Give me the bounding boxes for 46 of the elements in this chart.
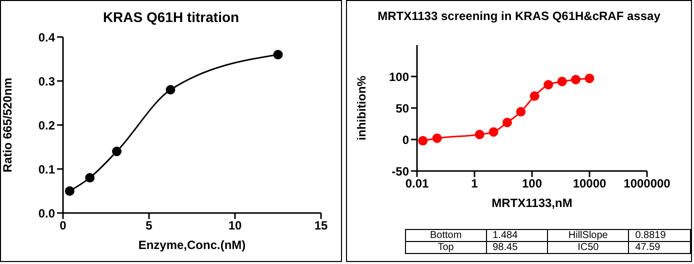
text: 98.45 xyxy=(486,242,548,254)
y-axis-title: Ratio 665/520nm xyxy=(0,78,14,172)
x-axis-title: MRTX1133,nM xyxy=(492,196,572,210)
point xyxy=(488,127,498,137)
x-tick-label: 15 xyxy=(314,218,328,233)
point xyxy=(530,91,540,101)
y-tick-label: 50 xyxy=(396,101,410,116)
y-tick-label: 0 xyxy=(402,132,410,147)
x-tick-label: 1 xyxy=(471,176,478,191)
point xyxy=(474,130,484,140)
y-tick-label: 0.2 xyxy=(38,118,56,132)
y-axis-title: inhibition% xyxy=(354,75,368,140)
point xyxy=(557,76,567,86)
point xyxy=(584,74,594,84)
point xyxy=(516,107,526,117)
chart-title: MRTX1133 screening in KRAS Q61H&cRAF assay xyxy=(376,9,662,23)
y-tick-label: 100 xyxy=(388,70,410,84)
point xyxy=(112,146,122,156)
x-tick-label: 100 xyxy=(522,176,542,191)
text: HillSlope xyxy=(548,230,629,242)
text: IC50 xyxy=(548,242,629,254)
point xyxy=(85,173,95,183)
text: 47.59 xyxy=(628,242,690,254)
y-tick-label: 0.0 xyxy=(38,206,56,220)
point xyxy=(166,85,176,95)
point xyxy=(273,50,283,60)
x-axis-title: Enzyme,Conc.(nM) xyxy=(138,238,246,252)
y-tick-label: 0.3 xyxy=(38,74,56,88)
chart-title: KRAS Q61H titration xyxy=(102,9,240,25)
y-tick-label: 0.4 xyxy=(38,30,56,44)
text: 1.484 xyxy=(486,230,548,242)
text: 0.8819 xyxy=(628,230,690,242)
point xyxy=(571,74,581,84)
x-tick-label: 5 xyxy=(146,218,153,233)
x-tick-label: 0.01 xyxy=(405,176,429,191)
x-tick-label: 10000 xyxy=(572,176,607,191)
point xyxy=(544,80,554,90)
x-tick-label: 10 xyxy=(228,218,242,233)
point xyxy=(502,118,512,128)
y-tick-label: -50 xyxy=(392,164,410,178)
x-tick-label: 0 xyxy=(60,218,67,233)
text: Top xyxy=(406,242,486,254)
y-tick-label: 0.1 xyxy=(38,162,56,176)
x-tick-label: 1000000 xyxy=(624,176,671,191)
text: Bottom xyxy=(406,230,486,242)
point xyxy=(64,186,74,196)
